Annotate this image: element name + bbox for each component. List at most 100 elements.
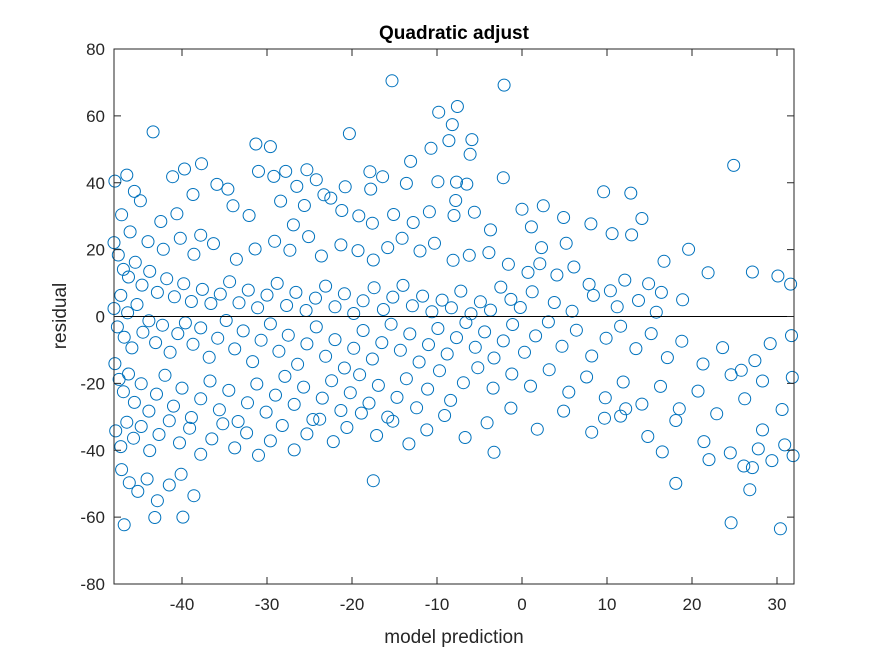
data-point (420, 423, 434, 437)
data-point (167, 399, 180, 413)
data-point (146, 125, 160, 139)
data-point (150, 494, 164, 508)
data-point (599, 331, 613, 345)
data-point (530, 422, 544, 436)
data-point (773, 522, 787, 536)
data-point (114, 440, 128, 454)
data-point (135, 278, 149, 292)
data-point (302, 230, 316, 244)
data-point (184, 295, 198, 308)
data-point (319, 349, 333, 363)
data-point (202, 350, 216, 364)
data-point (241, 396, 254, 410)
data-point (456, 376, 470, 390)
data-point (610, 300, 624, 314)
data-point (525, 285, 539, 299)
data-point (334, 404, 348, 417)
data-point (619, 402, 633, 416)
data-point (250, 377, 264, 391)
data-point (240, 426, 254, 440)
data-point (347, 341, 361, 355)
data-point (328, 333, 342, 347)
data-point (444, 301, 458, 315)
data-point (275, 419, 289, 432)
data-point (501, 257, 515, 271)
data-point (228, 441, 242, 455)
data-point (513, 301, 527, 314)
data-point (207, 237, 220, 251)
data-point (195, 282, 209, 296)
data-point (362, 396, 376, 410)
data-point (174, 467, 188, 481)
data-point (635, 212, 649, 225)
data-point (267, 169, 281, 183)
data-point (542, 363, 556, 377)
data-point (413, 244, 427, 258)
y-axis-label: residual (50, 283, 71, 350)
data-point (751, 442, 765, 456)
data-point (598, 411, 611, 425)
data-point (655, 445, 669, 459)
data-point (365, 216, 379, 230)
data-point (300, 337, 314, 351)
data-point (598, 391, 612, 405)
data-point (691, 384, 705, 398)
data-point (287, 443, 301, 457)
data-point (221, 182, 235, 196)
data-point (393, 343, 407, 357)
data-point (194, 392, 208, 406)
data-point (487, 445, 501, 459)
data-point (585, 425, 599, 439)
data-point (170, 207, 184, 221)
data-point (416, 289, 430, 303)
data-point (366, 253, 380, 267)
data-point (412, 355, 426, 369)
data-point (260, 288, 274, 302)
data-point (433, 364, 446, 378)
data-point (614, 319, 628, 333)
data-point (550, 268, 564, 282)
data-point (229, 252, 243, 266)
data-point (395, 231, 409, 245)
data-point (309, 291, 322, 305)
data-point (559, 236, 573, 250)
data-point (697, 435, 711, 449)
data-point (134, 420, 148, 433)
data-point (422, 205, 436, 219)
data-point (724, 368, 738, 382)
data-point (446, 253, 460, 267)
data-point (173, 231, 187, 245)
data-point (428, 236, 441, 250)
data-point (248, 242, 262, 256)
data-point (515, 202, 529, 216)
data-point (529, 329, 543, 343)
data-point (765, 454, 779, 468)
data-point (325, 374, 339, 388)
data-point (340, 421, 354, 434)
data-point (120, 415, 134, 429)
data-point (447, 209, 461, 222)
data-point (131, 484, 145, 498)
data-point (167, 290, 181, 304)
data-point (263, 317, 277, 331)
data-point (675, 334, 689, 348)
y-tick-label: 80 (86, 40, 105, 59)
data-point (616, 375, 630, 389)
data-point (187, 489, 201, 503)
data-point (354, 406, 368, 420)
data-point (241, 283, 255, 297)
data-point (134, 377, 148, 391)
data-point (696, 357, 710, 371)
data-point (274, 194, 288, 208)
x-tick-label: 30 (768, 595, 787, 614)
data-point (535, 241, 548, 255)
data-point (160, 272, 174, 286)
data-point (178, 162, 191, 176)
data-point (123, 225, 137, 239)
data-point (212, 403, 226, 417)
data-point (743, 483, 757, 497)
data-point (173, 436, 186, 450)
data-point (737, 459, 751, 473)
x-axis-label: model prediction (384, 627, 523, 648)
data-point (187, 247, 201, 261)
